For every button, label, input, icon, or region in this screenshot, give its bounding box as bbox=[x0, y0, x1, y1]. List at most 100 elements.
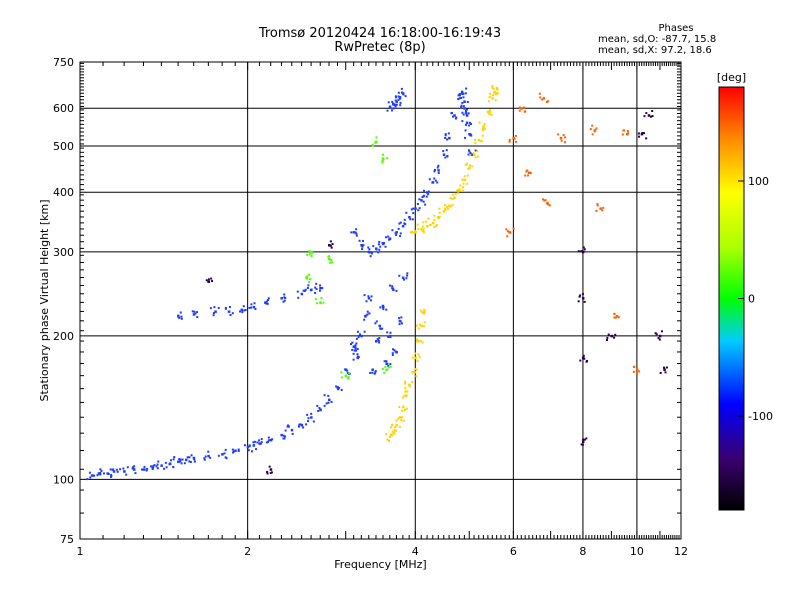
chart-subtitle: RwPretec (8p) bbox=[334, 40, 426, 55]
scatter-point bbox=[356, 330, 359, 333]
scatter-point bbox=[374, 371, 377, 374]
scatter-point bbox=[402, 93, 405, 96]
scatter-point bbox=[178, 458, 181, 461]
scatter-point bbox=[318, 289, 321, 292]
scatter-point bbox=[649, 115, 652, 118]
scatter-point bbox=[377, 339, 380, 342]
scatter-point bbox=[462, 186, 465, 189]
scatter-point bbox=[444, 137, 447, 140]
scatter-point bbox=[319, 284, 322, 287]
y-axis-title: Stationary phase Virtual Height [km] bbox=[38, 199, 51, 401]
scatter-point bbox=[412, 212, 415, 215]
scatter-point bbox=[269, 438, 273, 442]
scatter-point bbox=[421, 230, 424, 233]
colorbar-tick-label: 100 bbox=[748, 175, 769, 188]
scatter-point bbox=[614, 316, 617, 319]
scatter-point bbox=[391, 229, 394, 232]
scatter-point bbox=[469, 154, 472, 157]
scatter-point bbox=[414, 368, 417, 371]
scatter-point bbox=[474, 149, 477, 152]
scatter-point bbox=[170, 459, 173, 462]
scatter-point bbox=[399, 235, 402, 238]
scatter-point bbox=[186, 456, 189, 459]
scatter-point bbox=[240, 308, 244, 312]
scatter-point bbox=[371, 371, 374, 374]
scatter-point bbox=[376, 338, 379, 341]
scatter-point bbox=[464, 92, 467, 95]
x-tick-label: 8 bbox=[579, 545, 586, 558]
phase-statistics: Phases mean, sd,O: -87.7, 15.8 mean, sd,… bbox=[598, 23, 748, 56]
scatter-point bbox=[364, 315, 367, 318]
scatter-point bbox=[445, 149, 448, 152]
scatter-point bbox=[172, 458, 175, 461]
scatter-point bbox=[462, 182, 465, 185]
scatter-point bbox=[392, 430, 395, 434]
scatter-point bbox=[231, 312, 234, 315]
scatter-point bbox=[231, 448, 234, 451]
scatter-point bbox=[266, 302, 269, 305]
scatter-point bbox=[265, 441, 268, 444]
scatter-point bbox=[110, 475, 113, 478]
scatter-point bbox=[308, 273, 311, 276]
scatter-point bbox=[513, 137, 516, 140]
scatter-point bbox=[388, 238, 391, 241]
scatter-point bbox=[412, 207, 415, 210]
scatter-point bbox=[180, 315, 183, 318]
scatter-point bbox=[464, 111, 467, 114]
scatter-point bbox=[106, 472, 109, 475]
scatter-point bbox=[577, 300, 580, 303]
scatter-point bbox=[665, 366, 668, 369]
scatter-point bbox=[283, 293, 286, 296]
scatter-point bbox=[418, 207, 421, 210]
scatter-point bbox=[381, 159, 384, 162]
scatter-point bbox=[336, 386, 339, 389]
scatter-point bbox=[310, 412, 313, 415]
phase-statistics-x-mode: mean, sd,X: 97.2, 18.6 bbox=[598, 45, 712, 56]
scatter-point bbox=[371, 144, 374, 147]
scatter-point bbox=[583, 357, 586, 360]
scatter-point bbox=[258, 442, 261, 445]
scatter-point bbox=[331, 243, 334, 246]
scatter-point bbox=[581, 250, 585, 254]
scatter-point bbox=[433, 168, 436, 171]
scatter-point bbox=[340, 388, 343, 391]
scatter-point bbox=[347, 377, 350, 380]
scatter-point bbox=[411, 356, 414, 359]
scatter-point bbox=[360, 334, 363, 338]
scatter-point bbox=[453, 196, 456, 199]
scatter-point bbox=[381, 367, 384, 370]
scatter-point bbox=[422, 221, 425, 224]
scatter-point bbox=[196, 311, 199, 314]
scatter-point bbox=[351, 348, 354, 351]
scatter-point bbox=[331, 261, 334, 264]
scatter-point bbox=[287, 424, 290, 427]
scatter-point bbox=[422, 200, 425, 203]
scatter-point bbox=[369, 371, 372, 374]
scatter-point bbox=[481, 127, 484, 130]
scatter-point bbox=[291, 432, 294, 435]
y-tick-label: 750 bbox=[53, 56, 74, 69]
scatter-point bbox=[643, 115, 646, 118]
scatter-point bbox=[328, 257, 331, 261]
scatter-point bbox=[375, 136, 378, 139]
x-tick-label: 4 bbox=[412, 545, 419, 558]
scatter-point bbox=[217, 454, 220, 457]
scatter-point bbox=[374, 370, 377, 373]
scatter-point bbox=[237, 448, 240, 451]
scatter-point bbox=[442, 153, 446, 156]
scatter-point bbox=[464, 129, 467, 132]
scatter-point bbox=[403, 394, 406, 397]
scatter-point bbox=[399, 101, 402, 104]
scatter-point bbox=[613, 316, 616, 319]
scatter-point bbox=[328, 398, 331, 402]
scatter-point bbox=[518, 106, 521, 109]
scatter-point bbox=[386, 438, 389, 441]
scatter-point bbox=[398, 323, 401, 326]
scatter-point bbox=[156, 463, 159, 466]
scatter-point bbox=[282, 434, 285, 437]
scatter-point bbox=[306, 253, 309, 256]
scatter-point bbox=[119, 468, 122, 471]
scatter-point bbox=[496, 92, 499, 95]
scatter-point bbox=[188, 460, 191, 463]
scatter-point bbox=[153, 464, 156, 467]
